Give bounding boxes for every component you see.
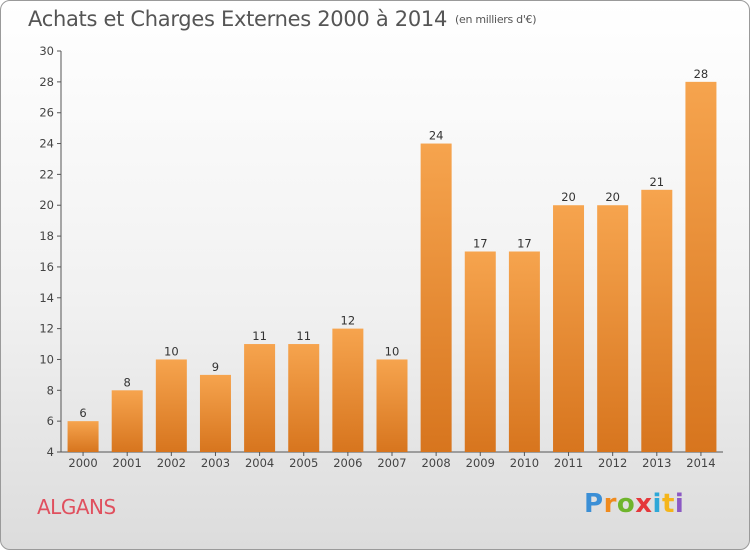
y-tick-label: 24 (39, 137, 54, 151)
y-tick-label: 4 (47, 445, 54, 459)
unit-label: (en milliers d'€) (455, 13, 537, 26)
y-tick-label: 22 (39, 167, 54, 181)
y-tick-label: 12 (39, 322, 54, 336)
bar (597, 205, 629, 452)
y-tick-label: 20 (39, 198, 54, 212)
x-tick-label: 2007 (377, 456, 406, 470)
data-label: 9 (212, 360, 219, 374)
axes: 4 6 8 10 12 14 16 18 20 22 24 26 28 30 2000 2001 2002 200… (39, 44, 723, 470)
bar (67, 421, 99, 452)
logo-letter: r (603, 489, 617, 519)
y-tick-label: 16 (39, 260, 54, 274)
logo-letter: i (652, 489, 662, 519)
data-label: 24 (429, 129, 444, 143)
x-tick-label: 2004 (245, 456, 274, 470)
y-tick-label: 28 (39, 75, 54, 89)
x-tick-label: 2005 (289, 456, 318, 470)
bar (111, 390, 143, 452)
bar (641, 189, 673, 453)
x-tick-label: 2002 (157, 456, 186, 470)
logo-letter: t (661, 489, 675, 519)
bar (420, 143, 452, 453)
y-tick-label: 10 (39, 352, 54, 366)
y-tick-label: 14 (39, 291, 54, 305)
x-tick-label: 2013 (642, 456, 671, 470)
data-label: 21 (649, 175, 664, 189)
y-tick-label: 6 (47, 414, 54, 428)
y-tick-label: 8 (47, 383, 54, 397)
data-label: 20 (605, 190, 620, 204)
bar (685, 81, 717, 452)
x-tick-label: 2003 (201, 456, 230, 470)
x-tick-label: 2000 (68, 456, 97, 470)
x-tick-label: 2014 (686, 456, 715, 470)
x-tick-label: 2009 (466, 456, 495, 470)
logo-letter: P (584, 489, 604, 519)
data-label: 20 (561, 190, 576, 204)
data-label: 8 (124, 375, 131, 389)
data-label: 17 (517, 237, 532, 251)
data-label: 28 (694, 67, 709, 81)
data-label: 17 (473, 237, 488, 251)
logo-letter: x (635, 489, 653, 519)
x-tick-label: 2006 (333, 456, 362, 470)
x-tick-label: 2012 (598, 456, 627, 470)
bar (376, 359, 408, 452)
logo-letter: o (616, 489, 636, 519)
x-tick-label: 2011 (554, 456, 583, 470)
data-label: 12 (341, 314, 356, 328)
bar (332, 328, 364, 452)
bar (199, 374, 231, 452)
bar (244, 344, 276, 452)
bar (464, 251, 496, 452)
y-tick-label: 18 (39, 229, 54, 243)
y-tick-label: 30 (39, 44, 54, 58)
data-label: 10 (385, 344, 400, 358)
data-label: 10 (164, 344, 179, 358)
chart-title: Achats et Charges Externes 2000 à 2014 (e… (28, 7, 537, 31)
bar (508, 251, 540, 452)
data-label: 11 (296, 329, 311, 343)
bar (288, 344, 320, 452)
x-tick-label: 2001 (113, 456, 142, 470)
x-tick-label: 2010 (510, 456, 539, 470)
title-text: Achats et Charges Externes 2000 à 2014 (28, 7, 448, 31)
x-tick-label: 2008 (421, 456, 450, 470)
logo-letter: i (674, 489, 685, 519)
bar (553, 205, 585, 452)
y-tick-label: 26 (39, 106, 54, 120)
proxiti-logo: Proxiti (584, 489, 684, 519)
bar (155, 359, 187, 452)
data-labels: 6 8 10 9 11 11 12 10 24 17 17 20 20 21 28 (79, 67, 708, 420)
data-label: 6 (79, 406, 86, 420)
data-label: 11 (252, 329, 267, 343)
bars (67, 81, 717, 453)
commune-name: ALGANS (37, 495, 116, 519)
